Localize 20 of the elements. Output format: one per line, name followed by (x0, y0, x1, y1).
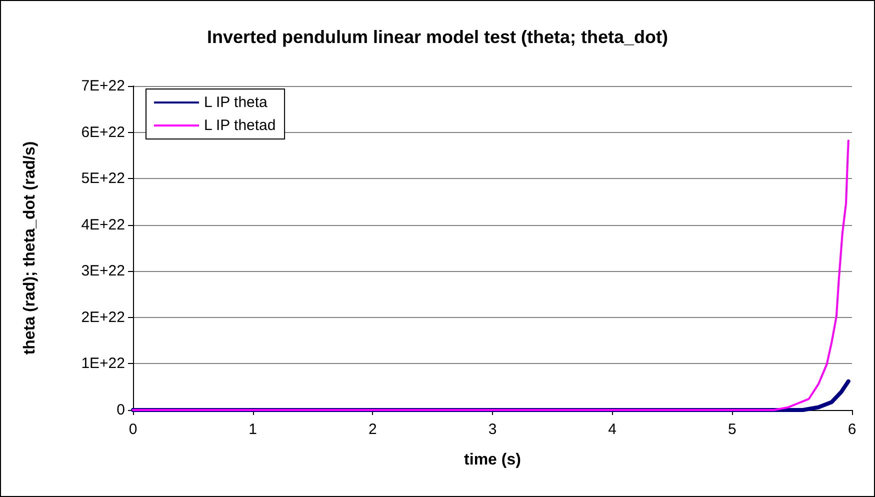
chart-title: Inverted pendulum linear model test (theta; theta_dot) (206, 27, 668, 47)
x-tick-label: 0 (128, 421, 138, 438)
y-tick-label: 6E+22 (81, 124, 125, 141)
y-tick-label: 2E+22 (81, 308, 125, 326)
legend-label: L IP thetad (204, 117, 276, 134)
legend-label: L IP theta (204, 94, 268, 111)
x-axis-title: time (s) (464, 452, 521, 468)
x-tick-label: 4 (608, 421, 617, 438)
y-tick-label: 0 (116, 402, 125, 418)
y-tick-label: 3E+22 (81, 262, 125, 280)
y-tick-label: 7E+22 (81, 78, 125, 94)
y-tick-label: 1E+22 (81, 355, 125, 372)
y-axis-title: theta (rad); theta_dot (rad/s) (22, 141, 38, 355)
x-tick-label: 6 (848, 421, 856, 438)
y-tick-label: 5E+22 (81, 170, 125, 188)
y-tick-label: 4E+22 (81, 216, 125, 234)
x-tick-label: 1 (248, 421, 258, 438)
x-tick-label: 3 (488, 421, 497, 438)
x-tick-label: 2 (368, 421, 377, 438)
x-tick-label: 5 (728, 421, 736, 438)
